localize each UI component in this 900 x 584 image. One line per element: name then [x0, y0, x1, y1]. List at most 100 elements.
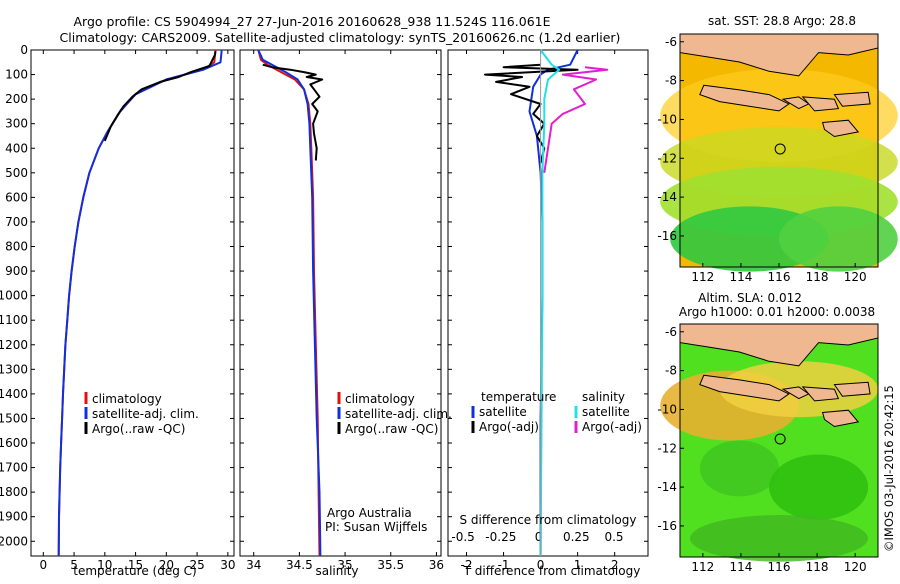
- depth-tick-label: 1000: [0, 289, 28, 303]
- diff-x2tick-label: 0: [535, 530, 543, 544]
- diff-xtick-label: 0: [537, 558, 545, 572]
- depth-tick-label: 1900: [0, 510, 28, 524]
- diff-xtick-label: 1: [574, 558, 582, 572]
- depth-tick-label: 300: [5, 117, 28, 131]
- temperature-frame: [30, 49, 235, 557]
- temp-legend-sat: satellite-adj. clim.: [92, 407, 199, 421]
- imos-credit: ©IMOS 03-Jul-2016 20:42:15: [882, 385, 896, 552]
- depth-tick-label: 1700: [0, 461, 28, 475]
- sla-lat-label: -6: [665, 325, 677, 339]
- depth-tick-label: 400: [5, 141, 28, 155]
- temp-series-satellite-adj-clim-: [57, 49, 223, 557]
- sst-lat-label: -6: [665, 35, 677, 49]
- sla-argo-location: [774, 433, 786, 445]
- diff-legend-title-temp: temperature: [481, 390, 556, 404]
- depth-tick-label: 600: [5, 190, 28, 204]
- temp-xtick-label: 25: [189, 558, 204, 572]
- temp-xtick-label: 5: [70, 558, 78, 572]
- sla-field-patch: [689, 515, 869, 562]
- sla-map: Altim. SLA: 0.012 Argo h1000: 0.01 h2000…: [657, 291, 879, 574]
- sla-lon-label: 120: [844, 560, 867, 574]
- sla-land: [801, 386, 840, 402]
- difference-frame: [447, 49, 649, 557]
- difference-panel: -2 -1 0 1 2 -0.5 -0.25 0 0.25 0.5 T difference fr…: [447, 49, 649, 578]
- depth-tick-label: 1500: [0, 411, 28, 425]
- diff-series-s-argo-adj-: [543, 66, 609, 173]
- temp-xtick-label: 10: [97, 558, 112, 572]
- sal-xtick-label: 35: [337, 558, 352, 572]
- diff-x2tick-label: -0.25: [485, 530, 516, 544]
- sst-land: [801, 96, 840, 112]
- diff-legend-t-sat: satellite: [479, 405, 527, 419]
- sla-field-patch: [769, 454, 869, 520]
- sst-lat-label: -16: [657, 229, 677, 243]
- depth-tick-label: 1200: [0, 338, 28, 352]
- sal-xtick-label: 34.5: [286, 558, 313, 572]
- sla-lat-label: -14: [657, 480, 677, 494]
- diff-legend-title-sal: salinity: [582, 390, 625, 404]
- sst-lat-label: -10: [657, 112, 677, 126]
- sal-legend-sat: satellite-adj. clim.: [345, 407, 452, 421]
- sst-map: sat. SST: 28.8 Argo: 28.8 112 114 116 118 12…: [657, 14, 898, 284]
- depth-tick-label: 2000: [0, 534, 28, 548]
- sst-argo-location: [774, 143, 786, 155]
- sla-lon-label: 116: [768, 560, 791, 574]
- depth-tick-label: 500: [5, 166, 28, 180]
- depth-tick-label: 1400: [0, 387, 28, 401]
- diff-x2-label: S difference from climatology: [460, 513, 637, 527]
- depth-tick-label: 1600: [0, 436, 28, 450]
- sla-lat-label: -12: [657, 441, 677, 455]
- sst-land: [833, 91, 871, 107]
- diff-xtick-label: -2: [461, 558, 473, 572]
- diff-x2tick-label: 0.25: [563, 530, 590, 544]
- diff-x2tick-label: 0.5: [604, 530, 623, 544]
- sal-xtick-label: 35.5: [377, 558, 404, 572]
- diff-legend-t-argo: Argo(-adj): [479, 420, 539, 434]
- sst-lat-label: -8: [665, 74, 677, 88]
- salinity-annotation-line2: PI: Susan Wijffels: [325, 520, 427, 534]
- sst-lon-label: 112: [691, 270, 714, 284]
- temp-legend-clim: climatology: [92, 392, 162, 406]
- sst-lat-label: -12: [657, 151, 677, 165]
- depth-tick-label: 1800: [0, 485, 28, 499]
- figure-title-line2: Climatology: CARS2009. Satellite-adjuste…: [60, 30, 621, 45]
- sla-map-title-line1: Altim. SLA: 0.012: [698, 291, 802, 305]
- salinity-legend: climatology satellite-adj. clim. Argo(..…: [337, 392, 452, 436]
- temp-series-climatology: [57, 49, 217, 557]
- sal-xtick-label: 34: [246, 558, 261, 572]
- sst-lat-label: -14: [657, 190, 677, 204]
- sla-land: [821, 409, 860, 428]
- sst-lon-label: 116: [768, 270, 791, 284]
- sla-land: [699, 374, 790, 402]
- depth-tick-label: 1300: [0, 362, 28, 376]
- depth-tick-label: 200: [5, 92, 28, 106]
- temp-legend-argo: Argo(..raw -QC): [92, 422, 185, 436]
- sal-series-argo-raw-qc-: [262, 63, 324, 161]
- depth-tick-label: 1100: [0, 313, 28, 327]
- salinity-frame: [239, 49, 442, 557]
- sla-lon-label: 112: [691, 560, 714, 574]
- salinity-panel: 34 34.5 35 35.5 36 salinity climatology sate…: [239, 49, 452, 578]
- diff-series-t-satellite: [528, 49, 579, 556]
- sla-lon-label: 118: [806, 560, 829, 574]
- sst-lon-label: 120: [844, 270, 867, 284]
- sla-field-patch: [699, 440, 780, 497]
- temperature-legend: climatology satellite-adj. clim. Argo(..…: [84, 392, 199, 436]
- sst-land: [821, 119, 860, 138]
- sal-legend-argo: Argo(..raw -QC): [345, 422, 438, 436]
- depth-tick-label: 900: [5, 264, 28, 278]
- diff-x2tick-label: -0.5: [451, 530, 474, 544]
- sla-lat-label: -10: [657, 402, 677, 416]
- sla-land: [833, 381, 871, 397]
- depth-tick-label: 100: [5, 68, 28, 82]
- temp-series-argo-raw-qc-: [103, 51, 217, 142]
- depth-tick-label: 0: [20, 43, 28, 57]
- temperature-panel: 0100200300400500600700800900100011001200…: [0, 43, 235, 578]
- temp-xtick-label: 30: [220, 558, 235, 572]
- sla-lat-label: -8: [665, 364, 677, 378]
- diff-series-t-argo-adj-: [484, 63, 579, 164]
- diff-legend-s-sat: satellite: [582, 405, 630, 419]
- diff-xtick-label: -1: [498, 558, 510, 572]
- diff-x-label: T difference from climatology: [463, 564, 641, 578]
